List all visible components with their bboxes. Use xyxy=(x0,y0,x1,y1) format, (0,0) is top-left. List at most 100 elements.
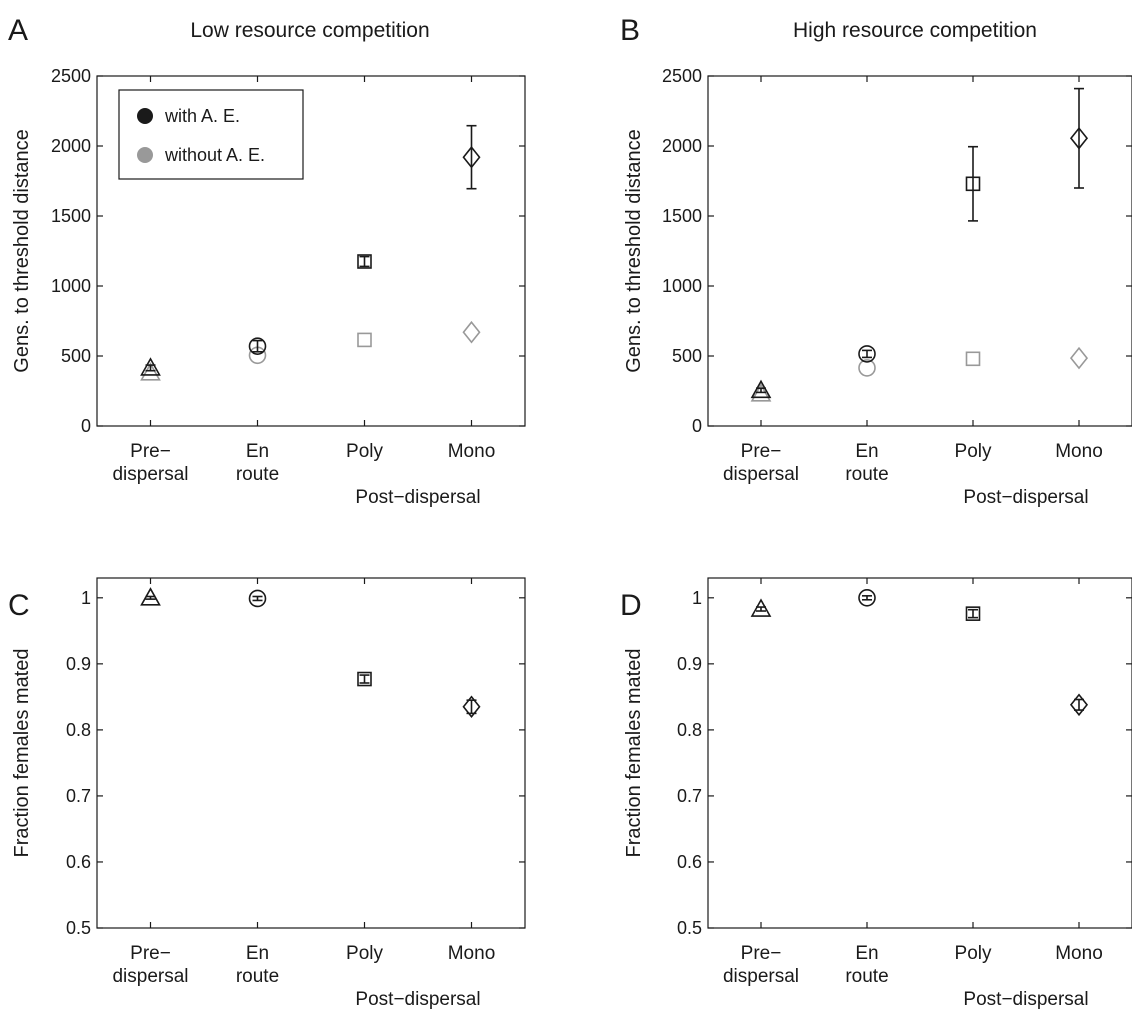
x-group-label: Post−dispersal xyxy=(355,487,480,508)
y-tick-label: 0 xyxy=(81,416,91,436)
data-point-diamond xyxy=(1069,127,1089,150)
y-tick-label: 1000 xyxy=(51,276,91,296)
x-tick-label: En xyxy=(855,441,878,462)
x-tick-label: En xyxy=(855,943,878,964)
x-tick-label: Mono xyxy=(448,441,496,462)
legend-marker-without xyxy=(137,147,153,163)
data-point-triangle xyxy=(750,598,772,617)
x-tick-label: En xyxy=(246,943,269,964)
data-point-diamond xyxy=(1069,693,1089,717)
data-point-square xyxy=(965,176,981,192)
panel-letter: A xyxy=(8,14,28,47)
y-tick-label: 0.6 xyxy=(66,852,91,872)
y-tick-label: 0.5 xyxy=(66,918,91,938)
y-tick-label: 0.5 xyxy=(677,918,702,938)
data-point-circle xyxy=(248,589,267,608)
x-tick-label: Poly xyxy=(955,441,992,462)
y-tick-label: 0.7 xyxy=(66,786,91,806)
data-point-circle xyxy=(858,359,876,377)
x-group-label: Post−dispersal xyxy=(355,989,480,1010)
data-point-square xyxy=(357,332,372,348)
panel-title: Low resource competition xyxy=(190,19,429,42)
x-tick-label: Poly xyxy=(955,943,992,964)
panel-C: C 0.5 0.6 0.7 0.8 0.9 1 Fraction females mated P… xyxy=(8,577,526,1010)
panel-title: High resource competition xyxy=(793,19,1037,42)
x-tick-label: Pre− xyxy=(130,943,171,964)
y-axis-title: Gens. to threshold distance xyxy=(11,129,33,372)
y-axis-title: Fraction females mated xyxy=(623,649,645,858)
data-point-triangle xyxy=(140,357,161,376)
x-tick-label: Pre− xyxy=(741,441,782,462)
y-tick-label: 0.9 xyxy=(66,654,91,674)
y-tick-label: 2500 xyxy=(662,66,702,86)
x-tick-label: Poly xyxy=(346,943,383,964)
legend-label-with: with A. E. xyxy=(164,106,240,126)
legend-label-without: without A. E. xyxy=(164,145,265,165)
plot-frame xyxy=(96,75,526,427)
data-point-circle xyxy=(858,589,876,607)
x-tick-label: En xyxy=(246,441,269,462)
x-tick-label: Mono xyxy=(448,943,496,964)
series-with-ae xyxy=(140,124,481,376)
x-tick-label: route xyxy=(845,966,888,987)
x-tick-label: route xyxy=(845,464,888,485)
data-point-diamond xyxy=(1069,346,1089,370)
x-tick-label: Pre− xyxy=(741,943,782,964)
x-tick-label: Pre− xyxy=(130,441,171,462)
y-tick-label: 500 xyxy=(672,346,702,366)
x-tick-label: dispersal xyxy=(723,966,799,987)
y-tick-label: 500 xyxy=(61,346,91,366)
x-tick-label: Mono xyxy=(1055,943,1103,964)
x-group-label: Post−dispersal xyxy=(963,989,1088,1010)
panel-letter: B xyxy=(620,14,640,47)
data-point-diamond xyxy=(462,145,481,169)
y-tick-label: 0.9 xyxy=(677,654,702,674)
y-tick-label: 1500 xyxy=(662,206,702,226)
series-without-ae xyxy=(140,320,481,381)
y-axis-title: Gens. to threshold distance xyxy=(623,129,645,372)
plot-frame xyxy=(96,577,526,929)
y-tick-label: 0.7 xyxy=(677,786,702,806)
x-tick-label: Mono xyxy=(1055,441,1103,462)
data-point-diamond xyxy=(462,320,481,344)
x-group-label: Post−dispersal xyxy=(963,487,1088,508)
y-tick-label: 2500 xyxy=(51,66,91,86)
data-point-circle xyxy=(858,345,876,363)
data-point-triangle xyxy=(140,362,161,381)
x-tick-label: Poly xyxy=(346,441,383,462)
series-with-ae xyxy=(750,589,1089,717)
y-tick-label: 0 xyxy=(692,416,702,436)
x-tick-label: dispersal xyxy=(112,464,188,485)
y-tick-label: 2000 xyxy=(662,136,702,156)
x-tick-label: route xyxy=(236,464,279,485)
plot-frame xyxy=(707,577,1132,929)
panel-B: B High resource competition 0 500 1000 1500 20… xyxy=(620,14,1132,508)
x-tick-label: route xyxy=(236,966,279,987)
y-tick-label: 1000 xyxy=(662,276,702,296)
plot-frame xyxy=(707,75,1132,427)
data-point-square xyxy=(357,254,372,269)
data-point-diamond xyxy=(462,695,481,719)
y-tick-label: 1 xyxy=(692,588,702,608)
x-tick-label: dispersal xyxy=(112,966,188,987)
panel-D: D 0.5 0.6 0.7 0.8 0.9 1 Fraction females mated P… xyxy=(620,577,1132,1010)
y-tick-label: 0.6 xyxy=(677,852,702,872)
series-with-ae xyxy=(750,87,1089,399)
data-point-triangle xyxy=(750,379,772,399)
y-tick-label: 0.8 xyxy=(677,720,702,740)
series-with-ae xyxy=(140,587,481,719)
legend-marker-with xyxy=(137,108,153,124)
legend-box xyxy=(118,89,304,180)
y-tick-label: 1500 xyxy=(51,206,91,226)
y-tick-label: 1 xyxy=(81,588,91,608)
data-point-square xyxy=(965,351,981,367)
data-point-square xyxy=(357,671,372,687)
series-without-ae xyxy=(750,346,1089,402)
y-tick-label: 0.8 xyxy=(66,720,91,740)
y-tick-label: 2000 xyxy=(51,136,91,156)
x-tick-label: dispersal xyxy=(723,464,799,485)
panels: A Low resource competition050010001500200… xyxy=(8,14,1132,1010)
data-point-circle xyxy=(248,337,267,356)
panel-A: A Low resource competition 0 500 1000 1500 200… xyxy=(8,14,526,508)
